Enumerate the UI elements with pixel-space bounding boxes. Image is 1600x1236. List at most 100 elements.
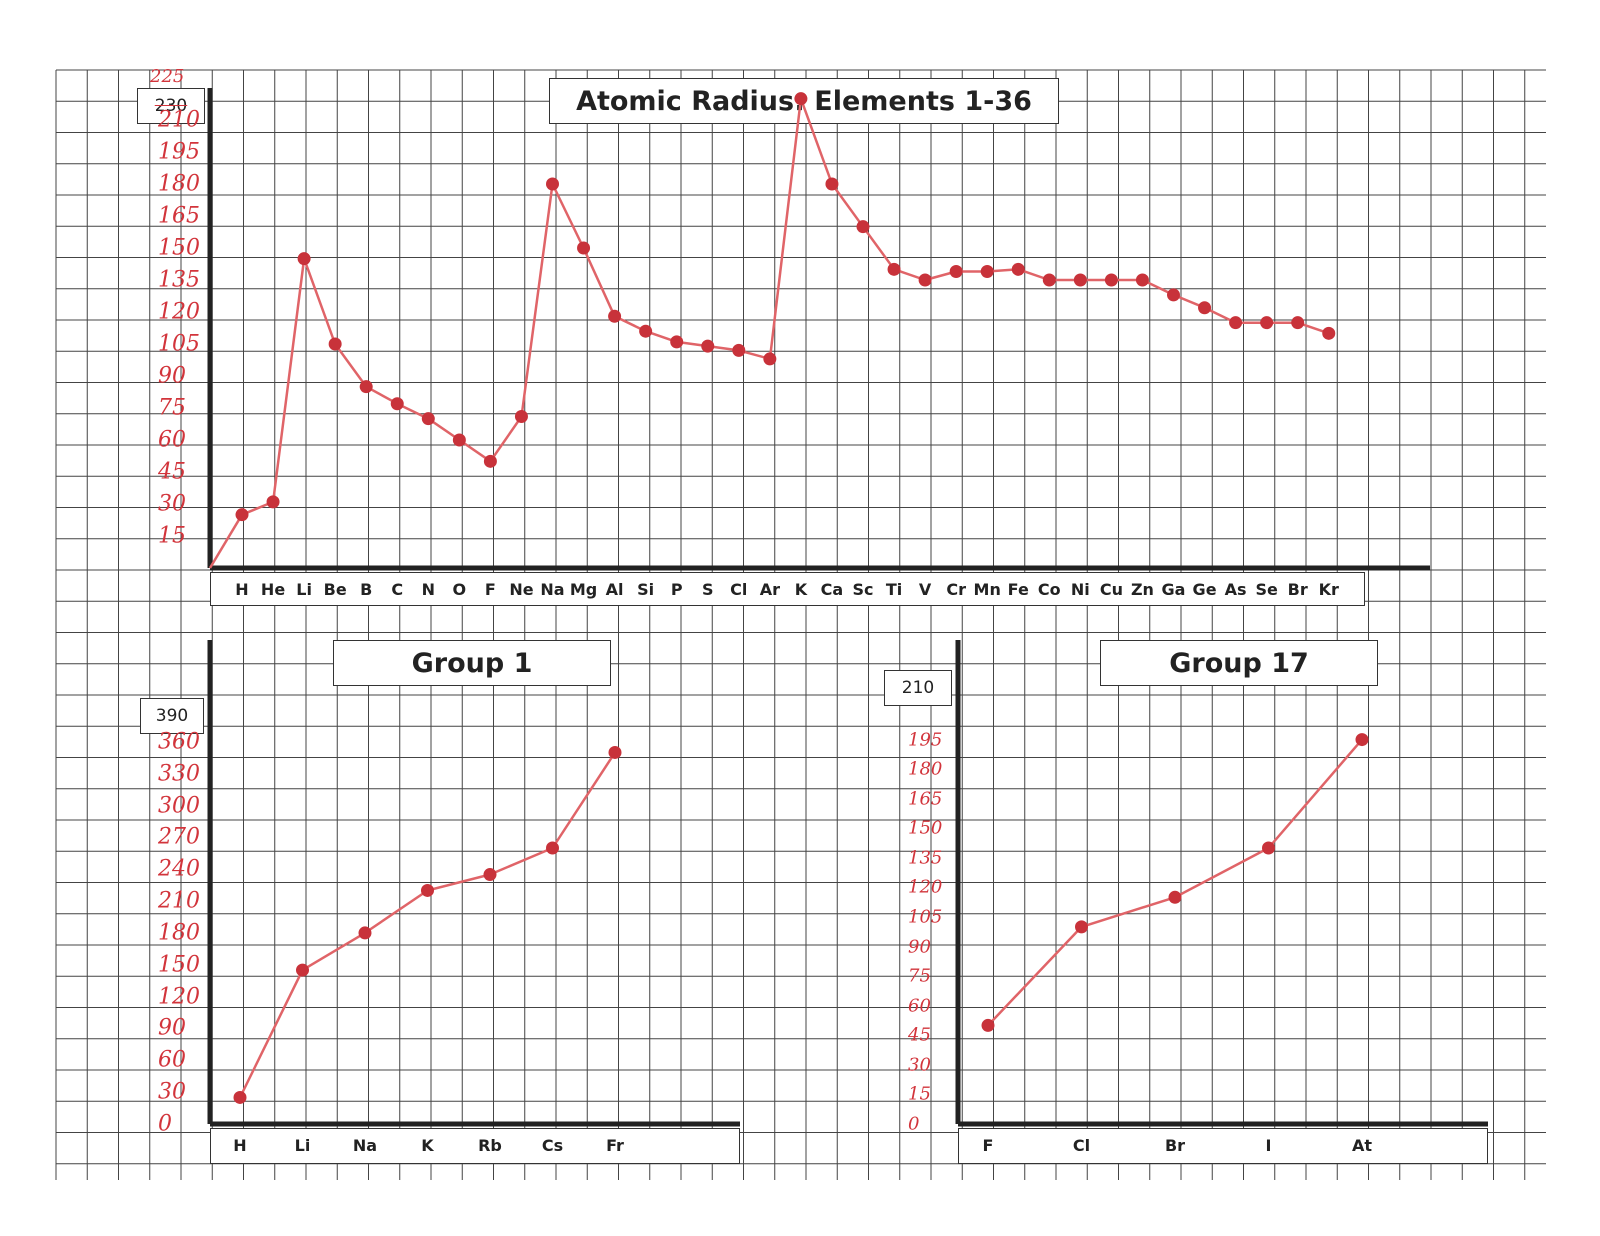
y-tick-label: 30 — [908, 1054, 931, 1076]
y-tick-label: 120 — [908, 876, 943, 898]
x-tick-label: N — [421, 580, 435, 599]
x-tick-label: Br — [1287, 580, 1308, 599]
y-tick-label: 15 — [908, 1083, 931, 1105]
data-point-cl — [732, 343, 746, 357]
y-tick-label: 120 — [158, 984, 200, 1010]
x-tick-label: O — [452, 580, 467, 599]
y-max-label-elements: 230 — [137, 88, 205, 124]
y-tick-label: 270 — [158, 824, 200, 850]
x-tick-label: F — [484, 580, 496, 599]
x-tick-label: Cl — [1072, 1136, 1091, 1155]
x-tick-label: Br — [1164, 1136, 1186, 1155]
data-point-cs — [546, 841, 559, 855]
data-point-co — [1042, 273, 1056, 287]
x-tick-label: Ne — [509, 580, 534, 599]
x-tick-label: Mn — [973, 580, 1001, 599]
x-tick-label: Al — [605, 580, 624, 599]
chart-title-group1: Group 1 — [333, 640, 611, 686]
data-point-ne — [514, 410, 528, 424]
y-tick-label: 135 — [908, 847, 943, 869]
data-point-ge — [1198, 301, 1212, 315]
x-tick-label: P — [670, 580, 683, 599]
y-tick-label: 360 — [158, 729, 200, 755]
data-point-n — [421, 412, 435, 426]
chart-title-group17: Group 17 — [1100, 640, 1378, 686]
y-tick-label: 105 — [158, 331, 200, 357]
y-tick-label: 210 — [158, 888, 200, 914]
y-tick-label: 90 — [158, 1015, 186, 1041]
data-point-na — [358, 926, 372, 940]
x-tick-label: Na — [352, 1136, 378, 1155]
data-point-ca — [825, 177, 839, 191]
x-tick-label: Rb — [478, 1136, 502, 1155]
data-point-br — [1291, 316, 1305, 330]
data-point-mg — [577, 241, 591, 255]
data-point-kr — [1322, 326, 1336, 340]
x-tick-label: C — [391, 580, 404, 599]
x-tick-label: At — [1351, 1136, 1373, 1155]
y-tick-label: 75 — [908, 965, 931, 987]
data-point-h — [235, 508, 249, 522]
data-point-si — [639, 324, 653, 338]
data-point-k — [421, 883, 434, 897]
x-tick-label: Na — [540, 580, 565, 599]
data-point-at — [1355, 733, 1369, 747]
x-tick-label: V — [918, 580, 932, 599]
y-max-label-group1: 390 — [140, 698, 204, 734]
y-tick-label: 150 — [158, 952, 200, 978]
x-tick-label: Li — [296, 580, 312, 599]
data-point-ni — [1073, 273, 1087, 287]
x-tick-label: Sc — [852, 580, 874, 599]
data-point-s — [701, 339, 715, 353]
y-tick-label: 45 — [158, 459, 186, 485]
data-point-b — [359, 380, 373, 394]
data-point-be — [328, 337, 342, 351]
y-tick-label: 0 — [908, 1113, 920, 1135]
y-tick-label: 180 — [908, 758, 943, 780]
y-tick-label: 150 — [908, 817, 943, 839]
data-point-mn — [980, 264, 994, 278]
y-max-value-elements: 230 — [154, 96, 188, 116]
y-tick-label: 330 — [158, 761, 200, 787]
x-tick-label: Ca — [820, 580, 844, 599]
y-tick-label: 30 — [158, 491, 186, 517]
x-label-strip-elements — [210, 572, 1365, 606]
y-tick-label: 165 — [908, 788, 943, 810]
y-tick-label: 75 — [158, 395, 186, 421]
y-tick-label: 135 — [158, 267, 200, 293]
x-tick-label: As — [1224, 580, 1247, 599]
x-tick-label: He — [260, 580, 286, 599]
data-point-f — [483, 454, 497, 468]
data-point-fr — [608, 745, 622, 759]
x-tick-label: Cu — [1099, 580, 1123, 599]
y-tick-label: 90 — [908, 936, 931, 958]
x-tick-label: Se — [1255, 580, 1278, 599]
data-point-cr — [949, 264, 963, 278]
data-point-al — [608, 309, 622, 323]
data-point-as — [1229, 316, 1243, 330]
series-line — [987, 738, 1363, 1027]
data-point-ar — [763, 352, 777, 366]
y-max-label-group17: 210 — [884, 670, 952, 706]
x-tick-label: Cr — [946, 580, 966, 599]
x-tick-label: Ar — [759, 580, 780, 599]
data-point-cl — [1075, 920, 1088, 934]
y-tick-label: 60 — [158, 427, 186, 453]
x-tick-label: Kr — [1318, 580, 1339, 599]
x-label-strip-group1 — [210, 1128, 740, 1164]
y-tick-label: 30 — [158, 1079, 186, 1105]
x-label-strip-group17 — [958, 1128, 1488, 1164]
x-tick-label: K — [421, 1136, 434, 1155]
x-tick-label: H — [233, 1136, 247, 1155]
x-tick-label: Cs — [541, 1136, 564, 1155]
data-point-zn — [1135, 273, 1149, 287]
x-tick-label: Ga — [1161, 580, 1186, 599]
data-point-k — [794, 92, 808, 106]
data-point-na — [546, 177, 559, 191]
data-point-li — [296, 963, 309, 977]
y-tick-label: 0 — [158, 1111, 172, 1137]
x-tick-label: Zn — [1130, 580, 1154, 599]
x-tick-label: I — [1265, 1136, 1272, 1155]
